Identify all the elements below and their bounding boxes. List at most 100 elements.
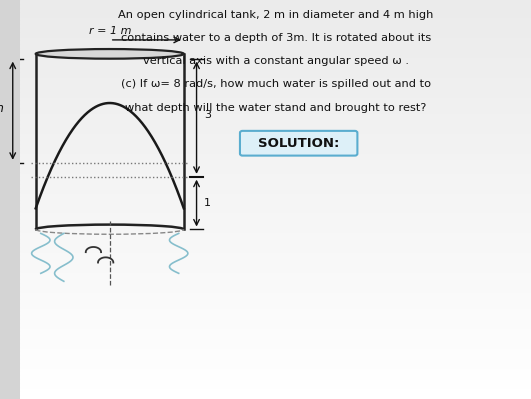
Bar xyxy=(20,20,531,24)
Bar xyxy=(20,112,531,116)
Bar xyxy=(20,235,531,239)
Bar xyxy=(20,279,531,283)
Bar xyxy=(20,387,531,391)
Bar xyxy=(20,319,531,323)
Bar xyxy=(20,295,531,299)
Bar xyxy=(20,180,531,184)
Bar xyxy=(20,144,531,148)
Bar xyxy=(20,375,531,379)
Bar xyxy=(20,347,531,351)
Bar xyxy=(20,371,531,375)
Bar xyxy=(20,215,531,219)
Bar xyxy=(20,323,531,327)
Bar xyxy=(20,100,531,104)
Bar xyxy=(20,40,531,44)
Bar xyxy=(20,287,531,291)
Text: An open cylindrical tank, 2 m in diameter and 4 m high: An open cylindrical tank, 2 m in diamete… xyxy=(118,10,433,20)
Bar xyxy=(20,192,531,196)
Bar xyxy=(20,367,531,371)
Bar xyxy=(20,52,531,56)
Bar xyxy=(20,136,531,140)
Text: SOLUTION:: SOLUTION: xyxy=(258,137,339,150)
Bar xyxy=(20,4,531,8)
Bar xyxy=(20,343,531,347)
Bar xyxy=(20,76,531,80)
Bar xyxy=(20,84,531,88)
Text: what depth will the water stand and brought to rest?: what depth will the water stand and brou… xyxy=(125,103,426,113)
Bar xyxy=(20,255,531,259)
Bar xyxy=(20,8,531,12)
Bar xyxy=(20,120,531,124)
Bar xyxy=(20,203,531,207)
Bar xyxy=(20,263,531,267)
Bar xyxy=(20,148,531,152)
Bar xyxy=(20,267,531,271)
Bar xyxy=(20,227,531,231)
Bar xyxy=(20,88,531,92)
Bar xyxy=(20,335,531,339)
Bar xyxy=(20,247,531,251)
Bar xyxy=(20,275,531,279)
Bar xyxy=(20,311,531,315)
Bar xyxy=(20,351,531,355)
Bar xyxy=(20,188,531,192)
Bar xyxy=(20,172,531,176)
Bar xyxy=(20,243,531,247)
Bar xyxy=(20,56,531,60)
Bar xyxy=(20,315,531,319)
Bar xyxy=(20,48,531,52)
Bar xyxy=(20,156,531,160)
Bar xyxy=(20,80,531,84)
Bar xyxy=(20,379,531,383)
Bar xyxy=(20,108,531,112)
Bar xyxy=(20,184,531,188)
Bar xyxy=(20,331,531,335)
Bar xyxy=(20,92,531,96)
Bar xyxy=(20,339,531,343)
Bar xyxy=(20,124,531,128)
Text: r = 1 m: r = 1 m xyxy=(89,26,131,36)
Bar xyxy=(20,16,531,20)
Bar xyxy=(20,132,531,136)
Bar xyxy=(20,259,531,263)
Bar xyxy=(20,68,531,72)
Bar xyxy=(20,291,531,295)
Bar xyxy=(20,152,531,156)
Bar xyxy=(20,24,531,28)
Bar xyxy=(20,211,531,215)
Ellipse shape xyxy=(36,49,184,59)
Bar xyxy=(20,383,531,387)
Bar xyxy=(20,271,531,275)
Bar xyxy=(20,128,531,132)
Text: vertical axis with a constant angular speed ω .: vertical axis with a constant angular sp… xyxy=(143,56,409,66)
Bar xyxy=(20,355,531,359)
Bar xyxy=(20,96,531,100)
Bar xyxy=(20,104,531,108)
Bar xyxy=(20,140,531,144)
Bar xyxy=(20,231,531,235)
Bar xyxy=(20,395,531,399)
Text: contains water to a depth of 3m. It is rotated about its: contains water to a depth of 3m. It is r… xyxy=(121,33,431,43)
Bar xyxy=(20,327,531,331)
Bar xyxy=(20,32,531,36)
Bar xyxy=(20,164,531,168)
Bar xyxy=(20,303,531,307)
Bar xyxy=(20,207,531,211)
Bar xyxy=(20,176,531,180)
Bar xyxy=(20,200,531,203)
Bar xyxy=(20,307,531,311)
Text: (c) If ω= 8 rad/s, how much water is spilled out and to: (c) If ω= 8 rad/s, how much water is spi… xyxy=(121,79,431,89)
Bar xyxy=(20,64,531,68)
Text: 1: 1 xyxy=(204,198,211,208)
Bar xyxy=(20,363,531,367)
Bar xyxy=(20,36,531,40)
Bar xyxy=(20,239,531,243)
Bar xyxy=(20,251,531,255)
Text: h: h xyxy=(0,102,4,115)
Bar xyxy=(20,283,531,287)
Bar xyxy=(20,391,531,395)
Bar xyxy=(20,359,531,363)
Bar xyxy=(20,44,531,48)
Text: 3: 3 xyxy=(204,110,211,120)
Bar xyxy=(20,160,531,164)
